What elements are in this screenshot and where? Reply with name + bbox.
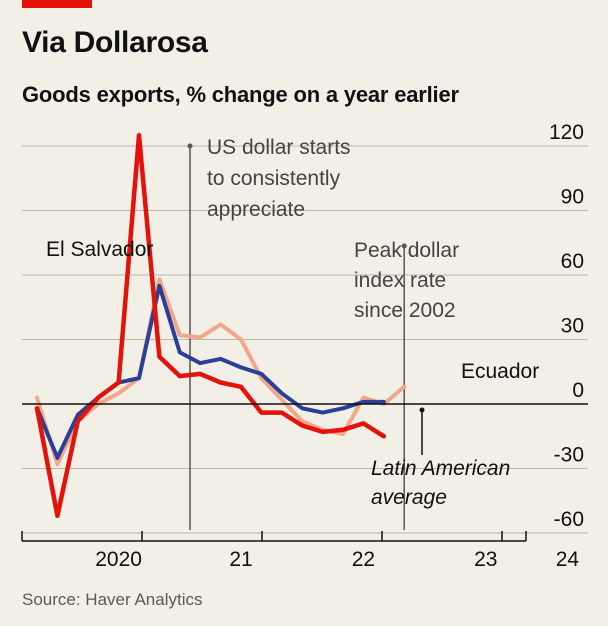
annotation-peak-line2: index rate	[354, 269, 446, 292]
y-tick-label: 30	[561, 315, 584, 338]
annotation-dollar-line2: to consistently	[207, 167, 341, 190]
annotation-dollar-line3: appreciate	[207, 198, 305, 221]
y-tick-label: -30	[554, 444, 584, 467]
y-tick-label: 60	[561, 250, 584, 273]
x-axis: 2020 21 22 23 24	[21, 403, 588, 571]
annotations: US dollar starts to consistently appreci…	[207, 136, 459, 322]
x-tick-label: 21	[229, 548, 252, 571]
series-line-ecuador	[35, 277, 407, 467]
chart-title: Via Dollarosa	[22, 26, 208, 59]
label-ecuador: Ecuador	[461, 360, 539, 383]
annotation-dollar-line1: US dollar starts	[207, 136, 351, 159]
series-labels: El Salvador Ecuador Latin American avera…	[46, 238, 539, 509]
x-tick-label: 24	[556, 548, 580, 571]
source-note: Source: Haver Analytics	[22, 590, 203, 609]
label-latin-america-line1: Latin American	[371, 457, 510, 480]
y-tick-label: 120	[549, 121, 584, 144]
brand-tag	[22, 0, 92, 8]
x-tick-label: 2020	[95, 548, 142, 571]
annotation-dot	[401, 243, 407, 249]
y-tick-labels: -60 -30 0 30 60 90 120	[549, 121, 584, 531]
label-latin-america-line2: average	[371, 486, 447, 509]
chart-subtitle: Goods exports, % change on a year earlie…	[22, 82, 459, 107]
annotation-peak-line1: Peak dollar	[354, 239, 459, 262]
y-tick-label: 0	[572, 379, 584, 402]
y-tick-label: 90	[561, 186, 584, 209]
series-line-el-salvador	[34, 133, 387, 519]
gridlines	[22, 145, 588, 534]
label-el-salvador: El Salvador	[46, 238, 153, 261]
x-tick-label: 23	[474, 548, 497, 571]
annotation-dot	[187, 143, 193, 149]
x-tick-label: 22	[352, 548, 375, 571]
label-latin-america-dot	[419, 407, 425, 413]
y-tick-label: -60	[554, 508, 584, 531]
series-lines	[34, 133, 407, 519]
annotation-peak-line3: since 2002	[354, 299, 456, 322]
